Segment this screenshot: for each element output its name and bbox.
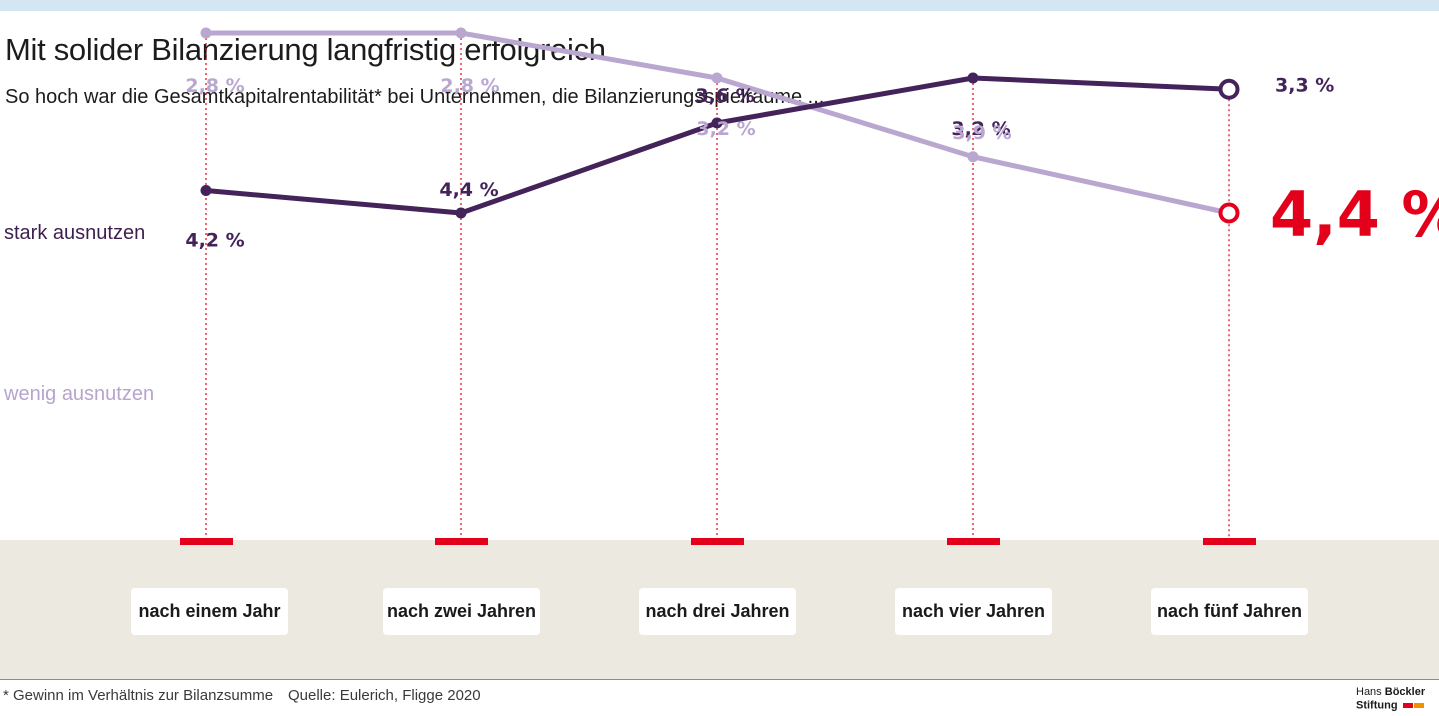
point-strong-5 <box>1218 78 1240 100</box>
baseline-tick-2 <box>435 538 488 545</box>
value-label-strong-3: 3,6 % <box>695 85 754 107</box>
category-label-1: nach einem Jahr <box>131 588 288 635</box>
category-label-5: nach fünf Jahren <box>1151 588 1308 635</box>
baseline-tick-4 <box>947 538 1000 545</box>
category-label-4: nach vier Jahren <box>895 588 1052 635</box>
value-label-strong-5: 3,3 % <box>1275 74 1334 96</box>
value-label-weak-4: 3,9 % <box>952 122 1011 144</box>
value-label-weak-1: 2,8 % <box>185 75 244 97</box>
baseline-tick-5 <box>1203 538 1256 545</box>
point-strong-3 <box>711 117 723 129</box>
point-weak-1 <box>200 27 212 39</box>
point-strong-4 <box>967 72 979 84</box>
publisher-logo: Hans Böckler Stiftung <box>1356 686 1426 712</box>
series-label-strong: stark ausnutzen <box>4 222 146 244</box>
point-weak-2 <box>455 27 467 39</box>
line-chart: 4,2 % 4,4 % 3,6 % 3,2 % 3,3 % 2,8 % 2,8 % 3,2 %… <box>180 27 1439 545</box>
value-label-strong-4: 3,2 % <box>951 118 1010 140</box>
footer-divider <box>0 679 1439 680</box>
top-accent-bar <box>0 0 1439 11</box>
chart-subtitle: So hoch war die Gesamtkapitalrentabilitä… <box>5 86 825 108</box>
value-label-weak-3: 3,2 % <box>696 118 755 140</box>
highlight-value-label: 4,4 % <box>1270 178 1439 251</box>
point-strong-2 <box>455 207 467 219</box>
value-label-strong-1: 4,2 % <box>185 230 244 252</box>
point-strong-1 <box>200 185 212 196</box>
value-label-weak-2: 2,8 % <box>440 75 499 97</box>
source-note: Quelle: Eulerich, Fligge 2020 <box>288 687 481 704</box>
baseline-tick-1 <box>180 538 233 545</box>
value-label-strong-2: 4,4 % <box>439 179 498 201</box>
footnote: * Gewinn im Verhältnis zur Bilanzsumme <box>3 687 274 704</box>
point-weak-4 <box>967 151 979 163</box>
series-label-weak: wenig ausnutzen <box>4 383 155 405</box>
point-weak-3 <box>711 72 723 84</box>
point-weak-5 <box>1218 202 1240 224</box>
category-label-3: nach drei Jahren <box>639 588 796 635</box>
chart-title: Mit solider Bilanzierung langfristig erf… <box>5 32 606 67</box>
category-label-2: nach zwei Jahren <box>383 588 540 635</box>
baseline-tick-3 <box>691 538 744 545</box>
